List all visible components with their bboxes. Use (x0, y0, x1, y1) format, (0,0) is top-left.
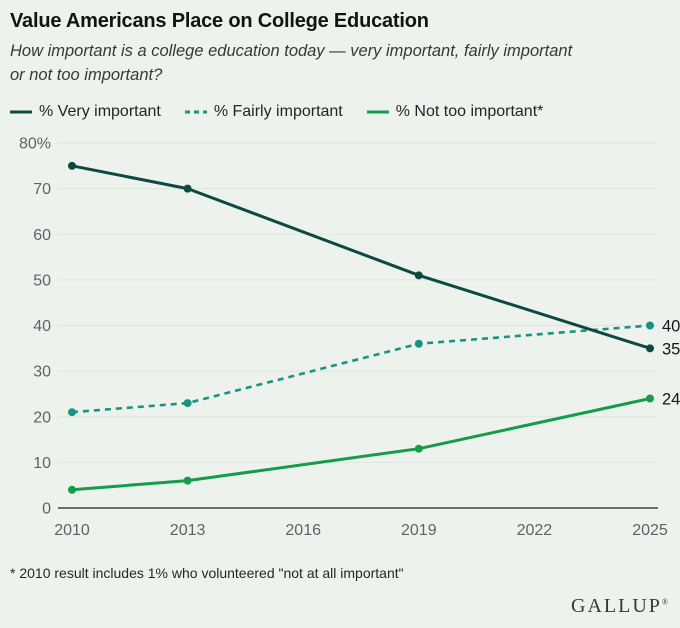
x-tick-label: 2016 (285, 522, 321, 539)
footnote: * 2010 result includes 1% who volunteere… (10, 564, 404, 581)
y-tick-label: 40 (33, 318, 51, 335)
legend-label: % Not too important* (395, 102, 544, 120)
legend: % Very important % Fairly important % Not … (10, 103, 670, 121)
series-line-fairly-important (71, 324, 651, 414)
y-tick-label: 80% (19, 135, 51, 152)
legend-item-not-too-important: % Not too important* (366, 102, 544, 121)
end-value-label-not-too-important: 24 (662, 390, 680, 408)
x-tick-label: 2013 (170, 522, 206, 539)
y-tick-label: 50 (33, 272, 51, 289)
x-tick-label: 2022 (517, 522, 553, 539)
data-point-very-important (68, 161, 76, 170)
chart-title: Value Americans Place on College Educati… (10, 10, 429, 32)
legend-line-swatch-icon (184, 110, 207, 114)
line-chart: 0 10 20 30 40 50 60 70 80% 2010 2013 2016 2019 2022 20… (19, 135, 680, 539)
brand-wordmark: GALLUP (571, 595, 662, 617)
y-tick-label: 30 (33, 363, 51, 380)
legend-item-fairly-important: % Fairly important (184, 102, 343, 121)
y-tick-label: 70 (33, 181, 51, 198)
y-tick-label: 0 (42, 500, 51, 517)
y-tick-label: 60 (33, 227, 51, 244)
gallup-logo: GALLUP® (571, 595, 668, 618)
series-line-very-important (71, 164, 651, 350)
data-point-very-important (646, 344, 654, 353)
data-point-very-important (183, 184, 192, 193)
x-tick-label: 2010 (54, 522, 90, 539)
legend-line-swatch-icon (10, 110, 32, 114)
data-point-fairly-important (68, 408, 76, 417)
data-point-not-too-important (646, 394, 654, 403)
chart-subtitle: How important is a college education tod… (10, 42, 573, 84)
x-tick-label: 2019 (401, 522, 437, 539)
legend-label: % Fairly important (213, 102, 343, 120)
data-point-not-too-important (68, 485, 76, 494)
y-tick-label: 20 (33, 409, 51, 426)
data-point-not-too-important (183, 476, 192, 485)
y-tick-label: 10 (33, 455, 51, 472)
chart-card: Value Americans Place on College Educati… (10, 10, 680, 581)
legend-label: % Very important (39, 102, 161, 120)
end-value-label-fairly-important: 40 (662, 317, 680, 335)
series-line-not-too-important (71, 396, 651, 492)
data-point-fairly-important (414, 339, 423, 348)
legend-item-very-important: % Very important (10, 103, 161, 121)
legend-line-swatch-icon (366, 110, 389, 114)
x-tick-label: 2025 (632, 522, 668, 539)
registered-mark: ® (661, 597, 668, 607)
data-point-fairly-important (646, 321, 654, 330)
data-point-very-important (414, 271, 423, 280)
end-value-label-very-important: 35 (662, 340, 680, 358)
data-point-not-too-important (414, 444, 423, 453)
chart-area: 0 10 20 30 40 50 60 70 80% 2010 2013 2016 2019 2022 20… (10, 126, 680, 556)
data-point-fairly-important (183, 398, 192, 407)
